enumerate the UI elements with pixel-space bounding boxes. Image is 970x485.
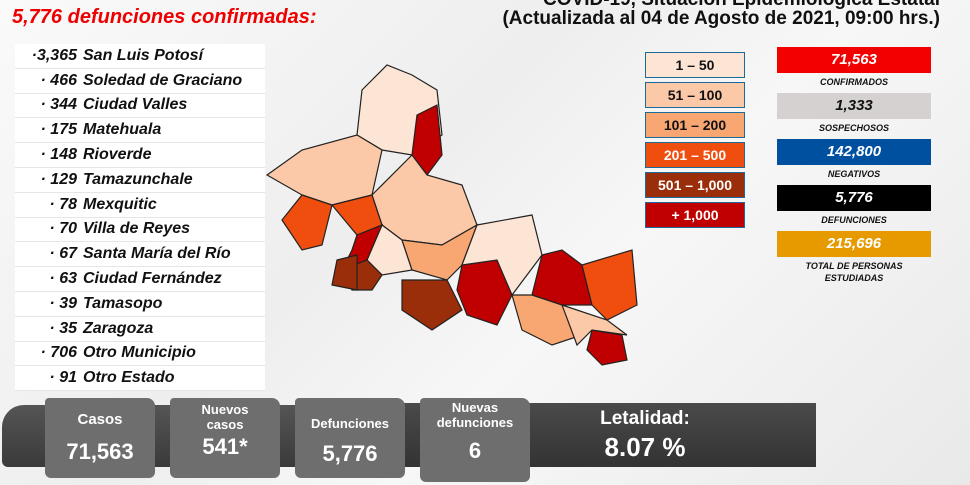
municipality-name: Soledad de Graciano [83, 71, 243, 89]
deaths-title: 5,776 defunciones confirmadas: [12, 6, 317, 28]
stat-label: NEGATIVOS [827, 169, 881, 179]
death-count: · 39 [49, 294, 77, 312]
stat-value: 1,333 [777, 93, 931, 119]
map-region [586, 329, 628, 366]
death-count: · 175 [40, 121, 77, 139]
municipality-row: · 706 Otro Municipio [15, 341, 265, 367]
letalidad: Letalidad: 8.07 % [560, 408, 730, 463]
stat-label: DEFUNCIONES [821, 215, 887, 225]
municipality-row: · 129 Tamazunchale [15, 167, 265, 193]
stat-block: 142,800 NEGATIVOS [777, 139, 931, 180]
map-region [411, 104, 443, 176]
stat-value: 142,800 [777, 139, 931, 165]
municipality-name: Matehuala [83, 121, 162, 139]
municipality-name: Tamazunchale [83, 170, 193, 188]
municipality-row: · 35 Zaragoza [15, 316, 265, 342]
municipality-name: Santa María del Río [83, 245, 231, 263]
municipality-row: · 148 Rioverde [15, 143, 265, 168]
legend-item: 201 – 500 [645, 142, 745, 168]
letalidad-label: Letalidad: [600, 408, 690, 429]
death-count: · 148 [40, 146, 77, 164]
municipality-name: Rioverde [83, 146, 152, 164]
letalidad-value: 8.07 % [604, 432, 686, 462]
stats-panel: 71,563 CONFIRMADOS 1,333 SOSPECHOSOS 142,800… [777, 47, 931, 289]
nuevos-value: 541* [202, 434, 248, 459]
nuevas-def-value: 6 [468, 438, 482, 463]
map-region [581, 249, 638, 321]
casos-value: 71,563 [66, 439, 134, 464]
map-region [401, 279, 463, 331]
municipality-row: · 39 Tamasopo [15, 291, 265, 317]
municipality-row: · 63 Ciudad Fernández [15, 267, 265, 292]
municipality-row: · 78 Mexquitic [15, 192, 265, 218]
municipality-name: Ciudad Fernández [83, 270, 222, 288]
header-subtitle: (Actualizada al 04 de Agosto de 2021, 09… [502, 8, 940, 29]
legend-item: 501 – 1,000 [645, 172, 745, 198]
nuevos-label: Nuevos casos [201, 402, 249, 432]
municipality-name: Otro Estado [83, 369, 175, 387]
municipality-name: Tamasopo [83, 294, 163, 312]
map-region [560, 304, 628, 347]
card-nuevas-defunciones: Nuevas defunciones 6 [420, 398, 530, 482]
map-legend: 1 – 50 51 – 100 101 – 200 201 – 500 501 – 1,… [645, 52, 745, 232]
stat-value: 215,696 [777, 231, 931, 257]
map-region [331, 254, 358, 291]
card-casos: Casos 71,563 [45, 398, 155, 478]
death-count: · 67 [49, 245, 77, 263]
municipality-name: Mexquitic [83, 195, 157, 213]
death-count: · 466 [40, 71, 77, 89]
municipality-row: · 67 Santa María del Río [15, 242, 265, 268]
casos-label: Casos [77, 411, 123, 428]
legend-item: 51 – 100 [645, 82, 745, 108]
municipality-row: · 91 Otro Estado [15, 366, 265, 392]
header-title: COVID-19, Situación Epidemiológica Estat… [543, 0, 940, 11]
municipality-row: · 466 Soledad de Graciano [15, 68, 265, 94]
legend-item: + 1,000 [645, 202, 745, 228]
map-region [265, 134, 383, 206]
municipality-name: Zaragoza [83, 319, 154, 337]
death-count: · 35 [49, 319, 77, 337]
death-count: · 78 [49, 195, 77, 213]
municipality-row: · 344 Ciudad Valles [15, 93, 265, 119]
death-count: · 706 [40, 344, 77, 362]
municipality-row: ·3,365 San Luis Potosí [15, 44, 265, 69]
stat-value: 5,776 [777, 185, 931, 211]
stat-block: 71,563 CONFIRMADOS [777, 47, 931, 88]
card-nuevos-casos: Nuevos casos 541* [170, 398, 280, 478]
municipality-name: Villa de Reyes [83, 220, 191, 238]
municipality-name: San Luis Potosí [83, 46, 204, 64]
def-value: 5,776 [322, 441, 378, 466]
map-region [281, 194, 333, 251]
stat-label: CONFIRMADOS [820, 77, 888, 87]
state-map [265, 64, 638, 366]
municipality-list: ·3,365 San Luis Potosí · 466 Soledad de Gra… [15, 44, 265, 392]
stat-label: TOTAL DE PERSONAS ESTUDIADAS [805, 261, 903, 283]
municipality-name: Ciudad Valles [83, 96, 188, 114]
def-label: Defunciones [310, 416, 389, 431]
death-count: · 91 [49, 369, 77, 387]
legend-item: 101 – 200 [645, 112, 745, 138]
death-count: ·3,365 [31, 46, 77, 64]
map-region [531, 249, 593, 306]
stat-block: 215,696 TOTAL DE PERSONAS ESTUDIADAS [777, 231, 931, 284]
stat-block: 1,333 SOSPECHOSOS [777, 93, 931, 134]
nuevas-def-label: Nuevas defunciones [436, 400, 514, 430]
municipality-row: · 70 Villa de Reyes [15, 217, 265, 243]
death-count: · 63 [49, 270, 77, 288]
legend-item: 1 – 50 [645, 52, 745, 78]
municipality-row: · 175 Matehuala [15, 118, 265, 144]
death-count: · 129 [40, 170, 77, 188]
death-count: · 70 [49, 220, 77, 238]
stat-block: 5,776 DEFUNCIONES [777, 185, 931, 226]
death-count: · 344 [40, 96, 77, 114]
stat-label: SOSPECHOSOS [818, 123, 890, 133]
card-defunciones: Defunciones 5,776 [295, 398, 405, 478]
stat-value: 71,563 [777, 47, 931, 73]
municipality-name: Otro Municipio [83, 344, 196, 362]
